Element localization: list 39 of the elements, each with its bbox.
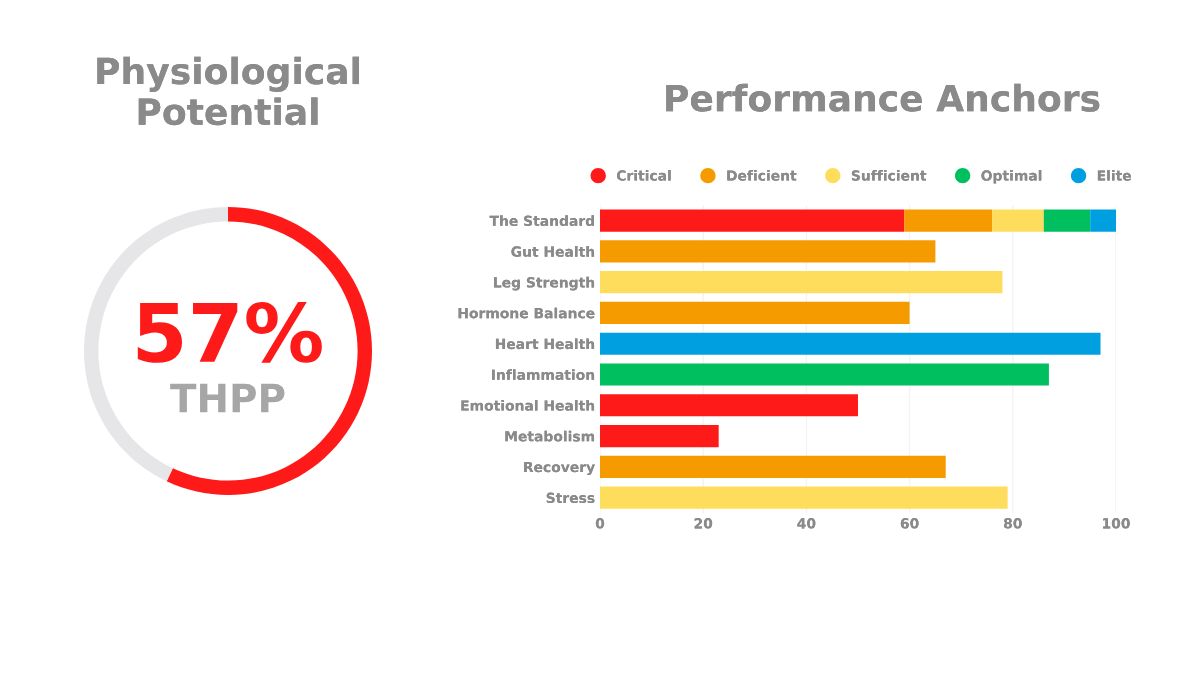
x-tick-label: 40	[797, 518, 816, 529]
bar	[600, 363, 1049, 386]
bar	[600, 486, 1008, 509]
bar	[1043, 209, 1091, 232]
bar	[600, 271, 1003, 294]
y-tick-label: Inflammation	[492, 369, 595, 380]
x-tick-label: 20	[694, 518, 713, 529]
y-tick-label: Gut Health	[511, 246, 595, 257]
chart-title: Physiological Potential	[97, 56, 359, 126]
x-tick-label: 100	[1103, 518, 1130, 529]
y-tick-label: Heart Health	[495, 338, 595, 350]
y-tick-label: The Standard	[489, 215, 594, 227]
x-tick-label: 80	[1003, 518, 1022, 529]
bar	[600, 455, 946, 478]
legend-label: Critical	[616, 170, 671, 181]
y-tick-label: Stress	[546, 492, 595, 504]
y-tick-label: Hormone Balance	[458, 307, 595, 319]
bar	[1090, 209, 1116, 232]
y-tick-label: Leg Strength	[494, 276, 595, 291]
y-tick-label: Recovery	[524, 461, 595, 476]
legend-label: Elite	[1097, 170, 1132, 181]
bar	[992, 209, 1044, 232]
x-tick-label: 60	[900, 518, 919, 529]
y-tick-label: Emotional Health	[461, 399, 595, 411]
y-tick-label: Metabolism	[505, 430, 595, 442]
legend-label: Optimal	[981, 170, 1042, 184]
legend-label: Deficient	[727, 170, 797, 181]
bar	[600, 424, 719, 448]
text: 57%	[137, 301, 322, 363]
chart-title: Performance Anchors	[666, 83, 1100, 112]
bar	[600, 394, 858, 417]
bar	[904, 209, 993, 232]
legend-label: Sufficient	[851, 170, 927, 181]
bar	[600, 332, 1101, 355]
text: THPP	[170, 383, 285, 413]
bar	[600, 301, 910, 325]
bar	[600, 209, 905, 232]
bar	[600, 240, 936, 263]
x-tick-label: 0	[595, 518, 605, 529]
